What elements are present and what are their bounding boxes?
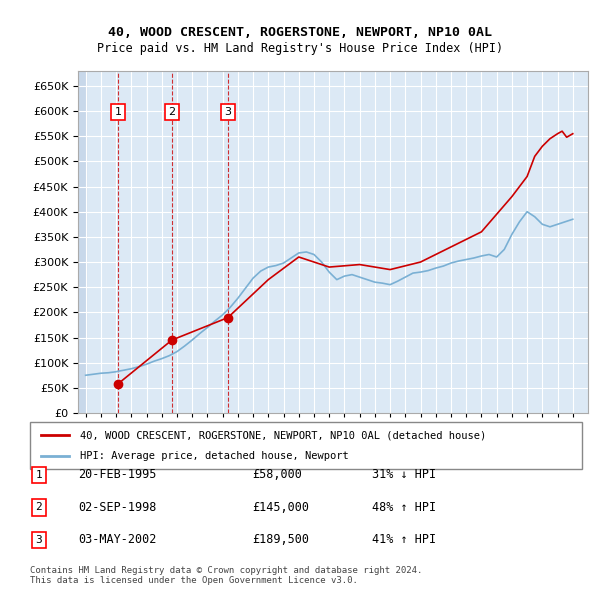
- Text: 3: 3: [224, 107, 232, 117]
- Text: 31% ↓ HPI: 31% ↓ HPI: [372, 468, 436, 481]
- FancyBboxPatch shape: [30, 422, 582, 469]
- Text: 02-SEP-1998: 02-SEP-1998: [78, 501, 157, 514]
- Text: 48% ↑ HPI: 48% ↑ HPI: [372, 501, 436, 514]
- Bar: [78, 71, 86, 413]
- Text: 40, WOOD CRESCENT, ROGERSTONE, NEWPORT, NP10 0AL: 40, WOOD CRESCENT, ROGERSTONE, NEWPORT, …: [108, 26, 492, 39]
- Text: HPI: Average price, detached house, Newport: HPI: Average price, detached house, Newp…: [80, 451, 349, 461]
- Text: £58,000: £58,000: [252, 468, 302, 481]
- Text: Price paid vs. HM Land Registry's House Price Index (HPI): Price paid vs. HM Land Registry's House …: [97, 42, 503, 55]
- Text: 3: 3: [35, 535, 43, 545]
- Text: 20-FEB-1995: 20-FEB-1995: [78, 468, 157, 481]
- Text: 41% ↑ HPI: 41% ↑ HPI: [372, 533, 436, 546]
- Text: Contains HM Land Registry data © Crown copyright and database right 2024.
This d: Contains HM Land Registry data © Crown c…: [30, 566, 422, 585]
- Text: £145,000: £145,000: [252, 501, 309, 514]
- Text: 1: 1: [35, 470, 43, 480]
- Text: £189,500: £189,500: [252, 533, 309, 546]
- Text: 40, WOOD CRESCENT, ROGERSTONE, NEWPORT, NP10 0AL (detached house): 40, WOOD CRESCENT, ROGERSTONE, NEWPORT, …: [80, 430, 486, 440]
- Text: 03-MAY-2002: 03-MAY-2002: [78, 533, 157, 546]
- Text: 1: 1: [115, 107, 122, 117]
- Text: 2: 2: [169, 107, 175, 117]
- Text: 2: 2: [35, 503, 43, 512]
